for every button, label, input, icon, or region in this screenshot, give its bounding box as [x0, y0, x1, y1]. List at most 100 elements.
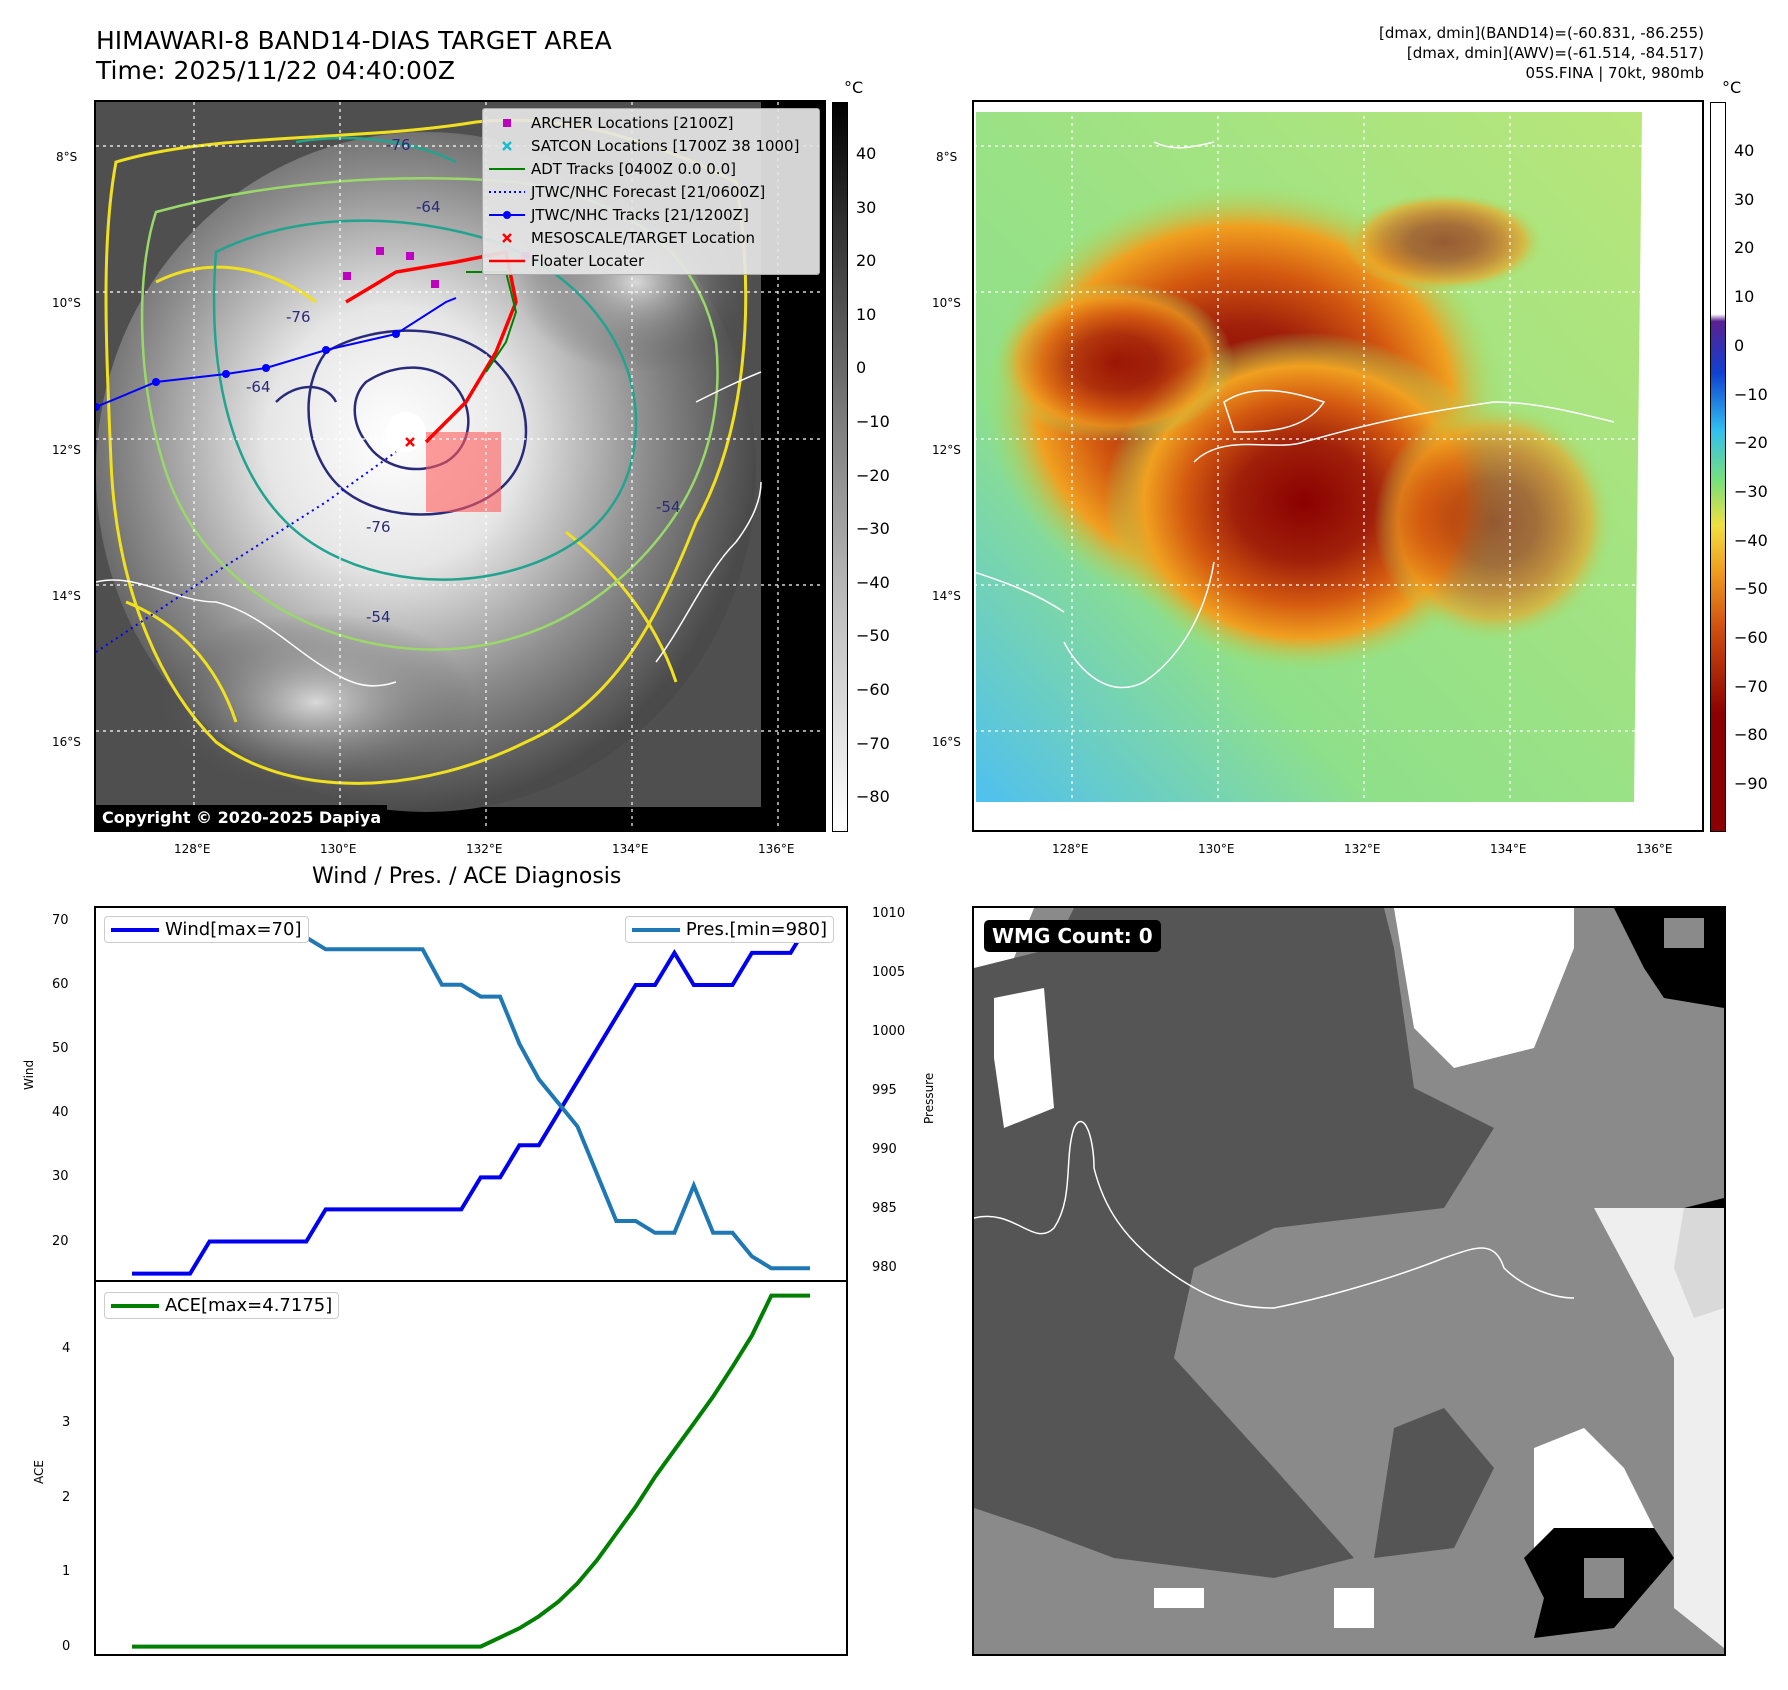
- ace-plot: [132, 1293, 810, 1649]
- lon-label: 128°E: [1052, 842, 1089, 856]
- pres-legend-line-icon: [631, 927, 680, 932]
- legend-label: Floater Locater: [531, 251, 645, 270]
- gray-colorbar-tick: 10: [856, 304, 877, 324]
- color-colorbar: [1710, 102, 1726, 832]
- lat-label: 16°S: [52, 735, 81, 749]
- gray-colorbar-tick: −70: [856, 733, 890, 753]
- lat-label: 10°S: [932, 296, 961, 310]
- legend-label: JTWC/NHC Tracks [21/1200Z]: [531, 205, 749, 224]
- ir-map: -76 -64 -64 -76 -76 -54 -54 ARCHER Locat…: [94, 100, 826, 832]
- info-storm: 05S.FINA | 70kt, 980mb: [1525, 64, 1704, 82]
- color-colorbar-tick: −60: [1734, 628, 1768, 647]
- wind-series-line: [132, 919, 812, 1276]
- satcon-x-icon: [502, 140, 512, 151]
- ace-legend-label: ACE[max=4.7175]: [165, 1295, 333, 1316]
- lon-label: 136°E: [758, 842, 795, 856]
- lat-label: 12°S: [52, 443, 81, 457]
- floater-line-icon: [489, 259, 525, 262]
- color-colorbar-tick: −70: [1734, 676, 1768, 696]
- wind-tick: 60: [52, 976, 69, 992]
- color-colorbar-tick: 20: [1734, 238, 1755, 258]
- gray-colorbar-tick: −30: [856, 519, 890, 539]
- info-band14: [dmax, dmin](BAND14)=(-60.831, -86.255): [1379, 24, 1704, 42]
- ace-tick: 0: [62, 1638, 71, 1654]
- lat-label: 10°S: [52, 296, 81, 310]
- legend-mesoscale: MESOSCALE/TARGET Location: [483, 226, 819, 249]
- wmg-canvas: [974, 908, 1724, 1654]
- legend-floater: Floater Locater: [483, 249, 819, 272]
- gray-colorbar-tick: 40: [856, 144, 877, 163]
- lat-label: 8°S: [56, 150, 78, 164]
- color-map-canvas: [974, 102, 1702, 830]
- color-colorbar-unit: °C: [1722, 78, 1742, 97]
- gray-colorbar-tick: −50: [856, 626, 890, 646]
- color-colorbar-tick: −50: [1734, 579, 1768, 599]
- pressure-tick: 995: [872, 1083, 897, 1099]
- color-colorbar-tick: 40: [1734, 141, 1755, 160]
- wind-legend: Wind[max=70]: [104, 916, 309, 943]
- lon-label: 134°E: [612, 842, 649, 856]
- wind-tick: 50: [52, 1041, 69, 1057]
- diagnosis-title: Wind / Pres. / ACE Diagnosis: [312, 864, 622, 889]
- color-colorbar-tick: −90: [1734, 774, 1768, 794]
- lon-label: 136°E: [1636, 842, 1673, 856]
- lon-label: 132°E: [466, 842, 503, 856]
- gray-colorbar-tick: −40: [856, 572, 890, 592]
- gray-colorbar-unit: °C: [844, 78, 864, 97]
- contour-label: -76: [286, 308, 311, 326]
- color-colorbar-tick: −20: [1734, 433, 1768, 453]
- track-line-dot-icon: [489, 210, 525, 219]
- legend-archer: ARCHER Locations [2100Z]: [483, 111, 819, 134]
- wind-tick: 30: [52, 1169, 69, 1185]
- legend-label: MESOSCALE/TARGET Location: [531, 228, 756, 247]
- ace-legend: ACE[max=4.7175]: [104, 1292, 340, 1319]
- contour-label: -76: [366, 518, 391, 536]
- wind-legend-label: Wind[max=70]: [165, 919, 302, 940]
- ace-tick: 3: [62, 1415, 71, 1431]
- gray-colorbar-tick: 30: [856, 197, 877, 217]
- forecast-dotted-icon: [489, 190, 525, 193]
- ace-axis-label: ACE: [32, 1460, 46, 1484]
- lat-label: 16°S: [932, 735, 961, 749]
- wind-tick: 40: [52, 1105, 69, 1121]
- lon-label: 130°E: [1198, 842, 1235, 856]
- wind-pres-chart: Wind[max=70] Pres.[min=980]: [94, 906, 848, 1282]
- lon-label: 134°E: [1490, 842, 1527, 856]
- color-colorbar-tick: 30: [1734, 189, 1755, 209]
- color-colorbar-tick: 0: [1734, 335, 1745, 355]
- ace-tick: 2: [62, 1489, 71, 1505]
- pres-legend: Pres.[min=980]: [624, 916, 834, 943]
- legend-label: JTWC/NHC Forecast [21/0600Z]: [531, 182, 766, 201]
- ace-legend-line-icon: [111, 1303, 159, 1308]
- gray-colorbar-tick: 20: [856, 251, 877, 271]
- color-map: [972, 100, 1704, 832]
- legend-label: ADT Tracks [0400Z 0.0 0.0]: [531, 159, 736, 178]
- lat-label: 14°S: [932, 589, 961, 603]
- wind-axis-label: Wind: [22, 1059, 36, 1090]
- wind-pres-plot: [132, 919, 812, 1276]
- mesoscale-x-icon: [502, 232, 512, 243]
- pressure-tick: 1010: [872, 905, 906, 921]
- gray-colorbar-tick: −20: [856, 465, 890, 485]
- pres-legend-label: Pres.[min=980]: [685, 919, 827, 940]
- map-legend: ARCHER Locations [2100Z] SATCON Location…: [482, 108, 820, 275]
- ace-tick: 4: [62, 1340, 71, 1356]
- wind-tick: 70: [52, 912, 69, 928]
- ace-series-line: [132, 1293, 810, 1649]
- color-colorbar-tick: 10: [1734, 287, 1755, 307]
- wind-tick: 20: [52, 1233, 69, 1249]
- ace-tick: 1: [62, 1564, 71, 1580]
- wmg-panel: WMG Count: 0: [972, 906, 1726, 1656]
- lat-label: 12°S: [932, 443, 961, 457]
- contour-label: -64: [416, 198, 441, 216]
- gray-colorbar-tick: 0: [856, 358, 867, 378]
- archer-square-icon: [503, 118, 511, 127]
- color-colorbar-tick: −40: [1734, 530, 1768, 550]
- lon-label: 132°E: [1344, 842, 1381, 856]
- gray-colorbar-tick: −60: [856, 680, 890, 699]
- contour-label: -64: [246, 378, 271, 396]
- contour-label: -76: [386, 136, 411, 154]
- lat-label: 8°S: [936, 150, 958, 164]
- gray-colorbar-tick: −10: [856, 412, 890, 431]
- gray-colorbar-tick: −80: [856, 787, 890, 807]
